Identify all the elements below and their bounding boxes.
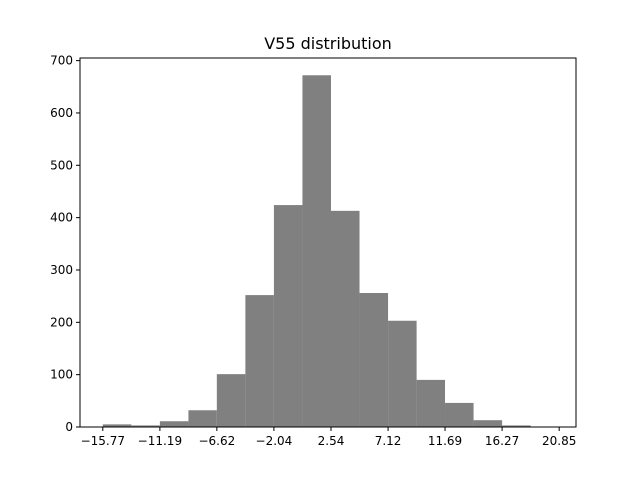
histogram-bar — [188, 410, 217, 427]
plot-frame — [79, 57, 577, 428]
x-tick-label: 20.85 — [542, 434, 576, 448]
x-axis-ticks: −15.77 −11.19 −6.62 −2.04 2.54 7.12 11.69 16.27… — [81, 427, 576, 448]
histogram-bar — [216, 374, 246, 427]
histogram-bar — [445, 402, 474, 427]
histogram-bar — [502, 425, 531, 427]
histogram-bar — [302, 75, 331, 428]
x-tick-label: −15.77 — [81, 434, 125, 448]
histogram-bar — [330, 210, 360, 427]
y-tick-label: 700 — [50, 54, 73, 68]
histogram-bar — [273, 205, 303, 427]
x-tick-label: −2.04 — [256, 434, 293, 448]
y-tick-label: 200 — [50, 315, 73, 329]
x-tick-label: 11.69 — [428, 434, 462, 448]
histogram-bar — [473, 420, 503, 427]
histogram-bar — [416, 379, 446, 427]
bars-group — [102, 75, 531, 428]
y-tick-label: 500 — [50, 158, 73, 172]
x-tick-label: −11.19 — [138, 434, 182, 448]
x-tick-label: 16.27 — [485, 434, 519, 448]
x-tick-label: 7.12 — [375, 434, 402, 448]
y-tick-label: 600 — [50, 106, 73, 120]
x-tick-label: −6.62 — [198, 434, 235, 448]
histogram-bar — [102, 424, 132, 427]
y-tick-label: 400 — [50, 211, 73, 225]
x-tick-label: 2.54 — [318, 434, 345, 448]
histogram-bar — [159, 421, 189, 427]
histogram-bar — [245, 295, 274, 427]
y-tick-label: 0 — [65, 420, 73, 434]
histogram-bar — [131, 425, 160, 427]
y-axis-ticks: 0 100 200 300 400 500 600 700 — [50, 54, 80, 434]
histogram-bar — [359, 293, 389, 427]
y-tick-label: 300 — [50, 263, 73, 277]
chart-title: V55 distribution — [264, 34, 392, 53]
y-tick-label: 100 — [50, 368, 73, 382]
histogram-bar — [388, 320, 417, 427]
